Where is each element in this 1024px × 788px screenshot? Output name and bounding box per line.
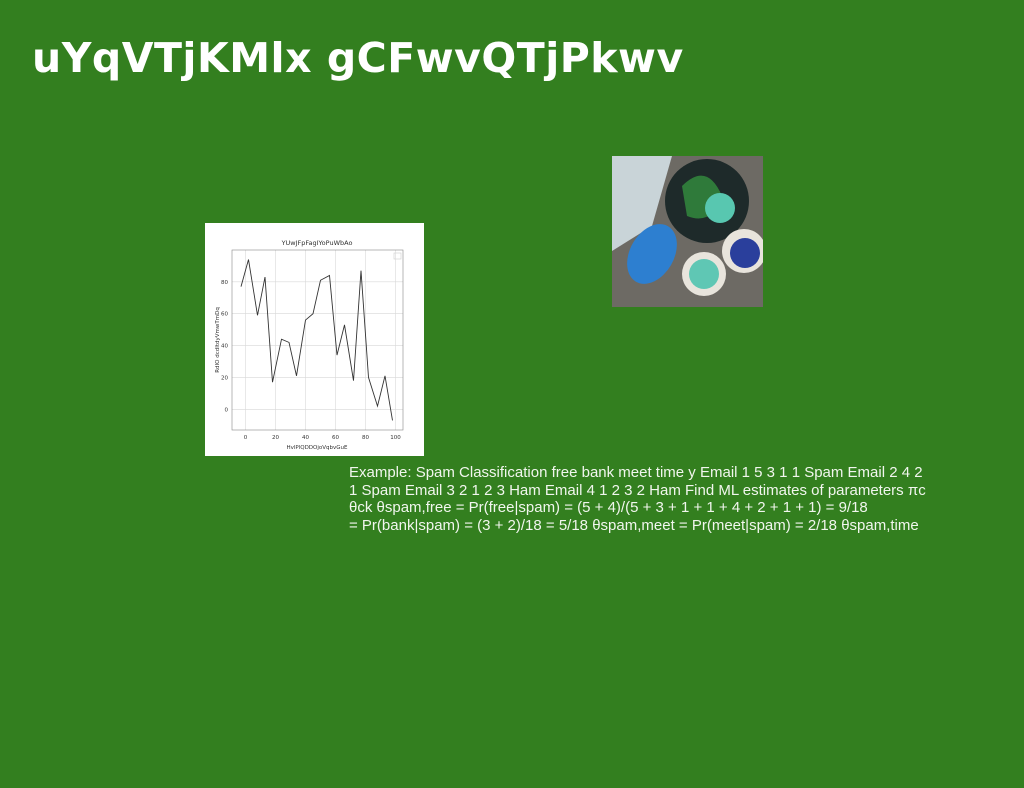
slide-title: uYqVTjKMlx gCFwvQTjPkwv — [32, 34, 684, 82]
x-tick-label: 100 — [390, 435, 401, 441]
y-tick-label: 60 — [221, 312, 228, 318]
text-line: Example: Spam Classification free bank m… — [349, 464, 923, 481]
text-line: θck θspam,free = Pr(free|spam) = (5 + 4)… — [349, 499, 868, 516]
y-tick-label: 20 — [221, 375, 228, 381]
y-axis-label: RdIO dcdItdyVmwTmDq — [215, 307, 221, 373]
x-tick-label: 60 — [332, 435, 339, 441]
legend-box — [393, 252, 402, 260]
body-text: Example: Spam Classification free bank m… — [349, 464, 989, 534]
plot-frame — [231, 249, 404, 431]
y-tick-label: 0 — [225, 407, 229, 413]
chart-title: YUwJFpFagIYoPuWbAo — [281, 239, 353, 247]
line-series — [240, 259, 393, 421]
photo — [612, 156, 763, 307]
photo-lime — [705, 193, 735, 223]
text-line: 1 Spam Email 3 2 1 2 3 Ham Email 4 1 2 3… — [349, 481, 926, 499]
text-line: = Pr(bank|spam) = (3 + 2)/18 = 5/18 θspa… — [349, 516, 919, 534]
y-tick-label: 40 — [221, 344, 228, 350]
chart-image: YUwJFpFagIYoPuWbAo HvlPlQDDOjoVqbvGuE Rd… — [205, 223, 424, 456]
x-axis-label: HvlPlQDDOjoVqbvGuE — [286, 445, 348, 451]
photo-spoon — [627, 224, 677, 284]
chart-background — [205, 223, 424, 456]
x-tick-label: 20 — [272, 435, 279, 441]
x-tick-label: 80 — [362, 435, 369, 441]
photo-noodles — [612, 156, 672, 251]
photo-mint — [689, 259, 719, 289]
x-tick-label: 0 — [244, 435, 248, 441]
photo-flowers — [730, 238, 760, 268]
y-tick-label: 80 — [221, 280, 228, 286]
x-tick-label: 40 — [302, 435, 309, 441]
